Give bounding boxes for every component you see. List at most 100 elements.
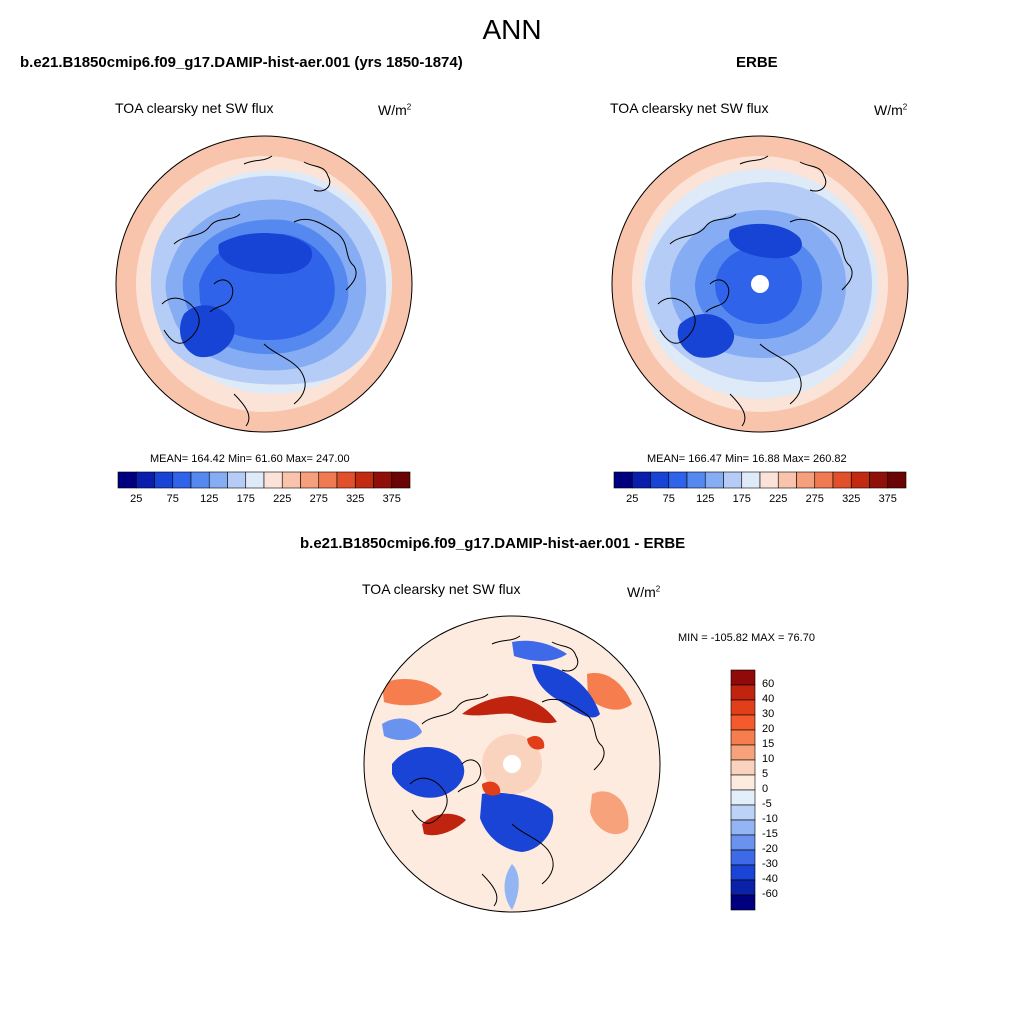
colorbar-panel-2-swatch bbox=[777, 471, 797, 489]
colorbar-panel-3-swatch bbox=[730, 699, 756, 716]
panel-2-stats: MEAN= 166.47 Min= 16.88 Max= 260.82 bbox=[647, 453, 847, 465]
colorbar-panel-2-tick-label: 125 bbox=[696, 493, 715, 505]
colorbar-panel-2-swatch bbox=[686, 471, 706, 489]
panel-1-title: b.e21.B1850cmip6.f09_g17.DAMIP-hist-aer.… bbox=[20, 54, 463, 71]
colorbar-panel-2-tick-label: 225 bbox=[769, 493, 788, 505]
colorbar-panel-1-swatch bbox=[135, 471, 155, 489]
colorbar-panel-2-tick-label: 375 bbox=[878, 493, 897, 505]
colorbar-panel-2-swatch bbox=[668, 471, 688, 489]
panel-3-units: W/m2 bbox=[627, 584, 660, 600]
colorbar-panel-3-tick-label: 0 bbox=[762, 783, 769, 795]
colorbar-panel-2 bbox=[613, 471, 907, 489]
colorbar-panel-2-tick-label: 175 bbox=[732, 493, 751, 505]
colorbar-panel-3-tick-label: 15 bbox=[762, 738, 775, 750]
colorbar-panel-2-swatch bbox=[631, 471, 651, 489]
colorbar-panel-3-tick-label: 60 bbox=[762, 678, 775, 690]
panel-2-units-exp: 2 bbox=[902, 102, 908, 112]
colorbar-panel-1-swatch bbox=[227, 471, 247, 489]
colorbar-panel-3-swatch bbox=[730, 714, 756, 731]
colorbar-panel-1-swatch bbox=[281, 471, 301, 489]
colorbar-panel-2-tick-label: 275 bbox=[805, 493, 824, 505]
colorbar-panel-3-tick-label: -5 bbox=[762, 798, 772, 810]
panel-2-variable: TOA clearsky net SW flux bbox=[610, 100, 769, 116]
colorbar-panel-3-tick-label: 5 bbox=[762, 768, 769, 780]
colorbar-panel-1-tick-label: 325 bbox=[346, 493, 365, 505]
colorbar-panel-2-swatch bbox=[650, 471, 670, 489]
colorbar-panel-1-swatch bbox=[172, 471, 192, 489]
colorbar-panel-1-tick-label: 175 bbox=[236, 493, 255, 505]
panel-1-units: W/m2 bbox=[378, 102, 411, 118]
colorbar-panel-1-swatch bbox=[300, 471, 320, 489]
colorbar-panel-1-swatch bbox=[391, 471, 411, 489]
colorbar-panel-1-swatch bbox=[318, 471, 338, 489]
colorbar-panel-1-swatch bbox=[154, 471, 174, 489]
panel-1-stats: MEAN= 164.42 Min= 61.60 Max= 247.00 bbox=[150, 453, 350, 465]
colorbar-panel-3 bbox=[730, 669, 756, 911]
colorbar-panel-3-swatch bbox=[730, 684, 756, 701]
colorbar-panel-3-tick-label: -20 bbox=[762, 843, 778, 855]
colorbar-panel-2-swatch bbox=[796, 471, 816, 489]
colorbar-panel-2-swatch bbox=[741, 471, 761, 489]
panel-3-units-exp: 2 bbox=[655, 584, 661, 594]
colorbar-panel-2-swatch bbox=[887, 471, 907, 489]
colorbar-panel-3-tick-label: 20 bbox=[762, 723, 775, 735]
colorbar-panel-2-tick-label: 25 bbox=[626, 493, 639, 505]
panel-1-units-exp: 2 bbox=[406, 102, 412, 112]
colorbar-panel-1-labels: 25 75 125 175 225 275 325 375 bbox=[118, 493, 410, 507]
panel-2-units: W/m2 bbox=[874, 102, 907, 118]
map-panel-2 bbox=[611, 135, 909, 433]
colorbar-panel-1-swatch bbox=[245, 471, 265, 489]
map-panel-3 bbox=[363, 615, 661, 913]
colorbar-panel-2-swatch bbox=[759, 471, 779, 489]
panel-3-title: b.e21.B1850cmip6.f09_g17.DAMIP-hist-aer.… bbox=[300, 535, 686, 552]
page-title: ANN bbox=[482, 14, 542, 45]
colorbar-panel-2-swatch bbox=[850, 471, 870, 489]
colorbar-panel-2-tick-label: 75 bbox=[662, 493, 675, 505]
colorbar-panel-1-swatch bbox=[190, 471, 210, 489]
colorbar-panel-3-swatch bbox=[730, 729, 756, 746]
colorbar-panel-1-tick-label: 225 bbox=[273, 493, 292, 505]
colorbar-panel-3-tick-label: -40 bbox=[762, 873, 778, 885]
colorbar-panel-2-swatch bbox=[613, 471, 633, 489]
panel-3-variable: TOA clearsky net SW flux bbox=[362, 581, 521, 597]
colorbar-panel-3-swatch bbox=[730, 879, 756, 896]
colorbar-panel-1-tick-label: 75 bbox=[166, 493, 179, 505]
colorbar-panel-1-tick-label: 125 bbox=[200, 493, 219, 505]
colorbar-panel-2-labels: 25 75 125 175 225 275 325 375 bbox=[614, 493, 906, 507]
colorbar-panel-1-swatch bbox=[208, 471, 228, 489]
colorbar-panel-1-swatch bbox=[263, 471, 283, 489]
colorbar-panel-3-tick-label: 10 bbox=[762, 753, 775, 765]
colorbar-panel-3-swatch bbox=[730, 744, 756, 761]
colorbar-panel-1-tick-label: 25 bbox=[130, 493, 143, 505]
colorbar-panel-3-swatch bbox=[730, 759, 756, 776]
panel-2-title: ERBE bbox=[736, 54, 778, 71]
colorbar-panel-3-swatch bbox=[730, 834, 756, 851]
colorbar-panel-3-tick-label: -30 bbox=[762, 858, 778, 870]
colorbar-panel-2-swatch bbox=[814, 471, 834, 489]
colorbar-panel-3-tick-label: -10 bbox=[762, 813, 778, 825]
colorbar-panel-3-swatch bbox=[730, 774, 756, 791]
panel-3-stats: MIN = -105.82 MAX = 76.70 bbox=[678, 632, 815, 644]
colorbar-panel-1-swatch bbox=[373, 471, 393, 489]
colorbar-panel-3-swatch bbox=[730, 819, 756, 836]
colorbar-panel-2-swatch bbox=[723, 471, 743, 489]
colorbar-panel-1-swatch bbox=[336, 471, 356, 489]
colorbar-panel-1 bbox=[117, 471, 411, 489]
colorbar-panel-2-swatch bbox=[869, 471, 889, 489]
colorbar-panel-1-swatch bbox=[354, 471, 374, 489]
map-panel-1 bbox=[115, 135, 413, 433]
colorbar-panel-3-labels: 60 40 30 20 15 10 5 0 -5 -10 -15 -20 -30 -40 -60 bbox=[762, 670, 802, 910]
colorbar-panel-3-swatch bbox=[730, 804, 756, 821]
panel-1-variable: TOA clearsky net SW flux bbox=[115, 100, 274, 116]
colorbar-panel-1-tick-label: 275 bbox=[309, 493, 328, 505]
colorbar-panel-3-tick-label: 30 bbox=[762, 708, 775, 720]
colorbar-panel-3-swatch bbox=[730, 849, 756, 866]
colorbar-panel-2-swatch bbox=[704, 471, 724, 489]
panel-3-units-base: W/m bbox=[627, 584, 656, 600]
colorbar-panel-3-swatch bbox=[730, 894, 756, 911]
colorbar-panel-3-swatch bbox=[730, 669, 756, 686]
colorbar-panel-3-tick-label: 40 bbox=[762, 693, 775, 705]
colorbar-panel-3-swatch bbox=[730, 864, 756, 881]
colorbar-panel-1-swatch bbox=[117, 471, 137, 489]
panel-2-units-base: W/m bbox=[874, 102, 903, 118]
